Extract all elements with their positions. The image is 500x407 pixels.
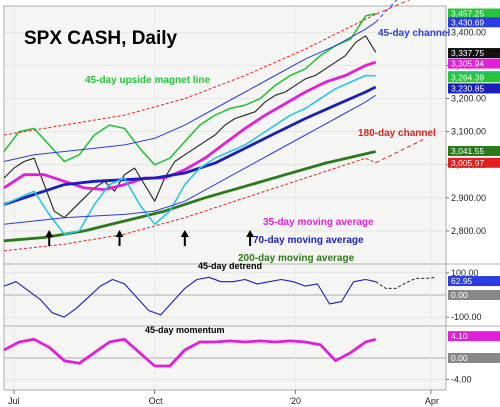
value-badge-label: 3,337.75 bbox=[451, 48, 484, 58]
value-badge-label: 0.00 bbox=[451, 353, 468, 363]
series-price bbox=[3, 35, 377, 219]
y-tick-label: 2,900.00 bbox=[451, 193, 486, 203]
value-badge bbox=[448, 276, 500, 287]
value-badge-label: 3,457.25 bbox=[451, 9, 484, 19]
y-tick-label: 3,200.00 bbox=[451, 94, 486, 104]
value-badge bbox=[448, 83, 500, 94]
projection-chan180_upper_proj bbox=[375, 0, 411, 15]
value-badge-label: 3,005.97 bbox=[451, 158, 484, 168]
value-badge bbox=[448, 290, 500, 300]
value-badge bbox=[448, 331, 500, 342]
x-tick-label: Jul bbox=[8, 396, 20, 406]
series-chan45_lower bbox=[3, 94, 376, 225]
series-cycle bbox=[3, 74, 376, 235]
arrow-head bbox=[246, 230, 255, 237]
value-badge bbox=[448, 72, 500, 83]
value-badge bbox=[448, 58, 500, 69]
chart-title: SPX CASH, Daily bbox=[24, 28, 178, 49]
value-badge-label: 3,264.39 bbox=[451, 72, 484, 82]
annotation-45-day-channel: 45-day channel bbox=[378, 28, 450, 39]
series-chan45_upper bbox=[3, 21, 376, 162]
value-badge-label: 0.00 bbox=[451, 290, 468, 300]
value-badge bbox=[448, 146, 500, 157]
value-badge-label: 62.95 bbox=[451, 276, 473, 286]
projection-chan180_lower_proj bbox=[375, 137, 427, 164]
value-badge bbox=[448, 353, 500, 363]
y-tick-label: -100.00 bbox=[451, 312, 482, 322]
value-badge-label: 3,230.85 bbox=[451, 83, 484, 93]
detrend-label: 45-day detrend bbox=[198, 261, 262, 271]
series-ma35 bbox=[3, 60, 377, 192]
y-tick-label: 3,400.00 bbox=[451, 27, 486, 37]
x-tick-label: Apr bbox=[425, 396, 439, 406]
annotation-35-day-ma: 35-day moving average bbox=[263, 217, 374, 228]
momentum-label: 45-day momentum bbox=[145, 325, 225, 335]
arrow-head bbox=[180, 230, 189, 237]
y-tick-label: -4.00 bbox=[451, 374, 472, 384]
annotation-45-day-upside-magnet: 45-day upside magnet line bbox=[85, 75, 210, 86]
series-detrend bbox=[3, 276, 376, 318]
series-momentum bbox=[3, 337, 377, 368]
series-chan180_lower bbox=[3, 157, 376, 252]
value-badge bbox=[448, 17, 500, 28]
x-tick-label: Oct bbox=[149, 396, 164, 406]
projection-chan45_upper_proj bbox=[375, 0, 398, 23]
series-chan180_upper bbox=[3, 13, 376, 136]
value-badge-label: 3,041.55 bbox=[451, 146, 484, 156]
value-badge-label: 4.10 bbox=[451, 331, 468, 341]
arrow-head bbox=[115, 230, 124, 237]
arrow-head bbox=[45, 230, 54, 237]
chart-series bbox=[3, 0, 437, 368]
value-badge bbox=[448, 157, 500, 168]
value-badge bbox=[448, 48, 500, 59]
chart-badges: 3,457.253,430.693,337.753,305.943,268.70… bbox=[448, 8, 500, 363]
annotation-180-day-channel: 180-day channel bbox=[358, 128, 436, 139]
annotation-70-day-ma: 70-day moving average bbox=[253, 235, 364, 246]
x-tick-label: '20 bbox=[289, 396, 301, 406]
series-magnet45 bbox=[3, 12, 376, 166]
value-badge-label: 3,430.69 bbox=[451, 17, 484, 27]
y-tick-label: 2,800.00 bbox=[451, 226, 486, 236]
value-badge bbox=[448, 8, 500, 19]
annotation-200-day-ma: 200-day moving average bbox=[238, 253, 355, 264]
y-tick-label: 3,100.00 bbox=[451, 127, 486, 137]
y-tick-label: 100.00 bbox=[451, 268, 479, 278]
value-badge-label: 3,305.94 bbox=[451, 59, 484, 69]
projection-detrend bbox=[375, 276, 437, 289]
